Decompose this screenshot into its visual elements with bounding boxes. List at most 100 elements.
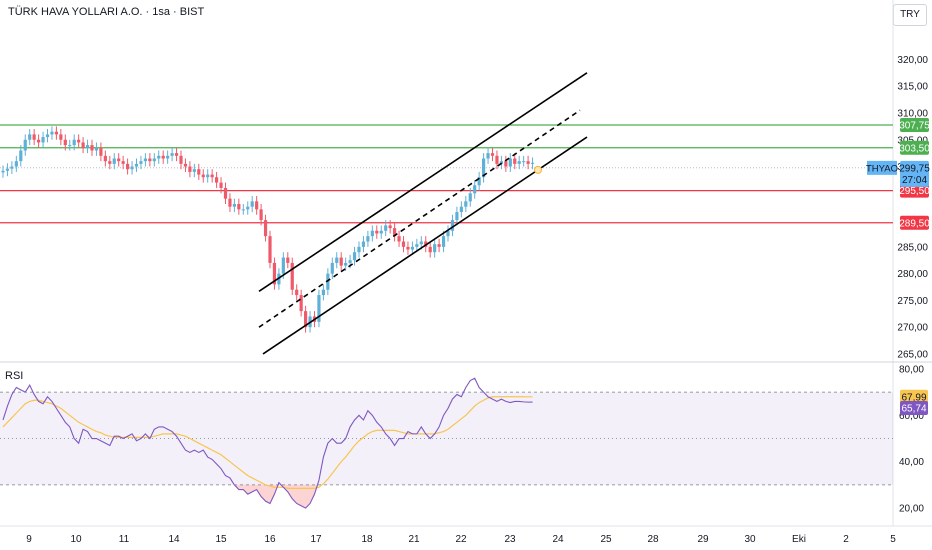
candle-body <box>157 155 161 159</box>
candle-body <box>246 206 250 210</box>
candle-body <box>206 174 210 178</box>
time-tick-label: 17 <box>310 534 322 545</box>
time-tick-label: 24 <box>552 534 564 545</box>
candle-body <box>330 262 334 274</box>
candle-body <box>379 230 383 234</box>
level-price-label: 307,75 <box>899 121 930 132</box>
level-price-label-bg <box>900 215 929 230</box>
candle-body <box>108 161 112 164</box>
last-price-label-bg <box>900 160 929 187</box>
candle-body <box>219 182 223 188</box>
countdown-label: 27:04 <box>902 175 927 186</box>
candle-body <box>459 206 463 213</box>
candle-body <box>317 295 321 322</box>
price-tick-label: 310,00 <box>897 108 928 119</box>
candle-body <box>228 198 232 207</box>
rsi-tick-label: 40,00 <box>899 457 924 468</box>
candle-body <box>326 273 330 290</box>
rsi-tick-label: 20,00 <box>899 504 924 515</box>
candle-body <box>161 155 165 159</box>
candle-body <box>170 153 174 156</box>
candle-body <box>134 163 139 167</box>
candle-body <box>499 161 503 164</box>
candle-body <box>268 236 272 263</box>
candle-body <box>504 161 508 167</box>
candle-body <box>201 174 205 178</box>
candle-body <box>85 145 90 148</box>
candle-body <box>54 131 58 135</box>
candle-body <box>272 262 277 285</box>
level-price-label-bg <box>900 183 929 198</box>
candle-body <box>397 236 401 242</box>
candle-body <box>223 187 228 199</box>
candle-body <box>464 201 468 207</box>
candle-body <box>530 162 535 164</box>
candle-body <box>81 142 85 148</box>
candle-body <box>517 161 521 164</box>
candle-body <box>63 139 67 146</box>
level-price-label-bg <box>900 140 929 155</box>
candle-body <box>263 220 268 237</box>
candle-body <box>179 155 183 164</box>
rsi-indicator-title[interactable]: RSI <box>5 370 24 382</box>
time-tick-label: 16 <box>264 534 276 545</box>
candle-body <box>393 228 397 237</box>
candle-body <box>428 246 432 253</box>
candle-body <box>473 185 477 194</box>
ticker-label-bg <box>867 160 897 175</box>
candle-body <box>72 139 76 146</box>
candle-body <box>526 161 530 164</box>
candle-body <box>19 150 23 162</box>
chart-title[interactable]: TÜRK HAVA YOLLARI A.O. · 1sa · BIST <box>8 6 205 18</box>
time-tick-label: 2 <box>843 534 849 545</box>
candle-body <box>437 244 441 247</box>
candle-body <box>433 244 437 253</box>
candle-body <box>348 260 352 263</box>
price-tick-label: 305,00 <box>897 135 928 146</box>
candle-body <box>508 158 512 167</box>
candle-body <box>28 134 32 140</box>
rsi-ma-label: 67,99 <box>901 392 926 403</box>
candle-body <box>117 158 121 162</box>
time-tick-label: 15 <box>215 534 227 545</box>
candle-body <box>112 158 116 164</box>
candle-body <box>406 246 410 250</box>
candle-body <box>446 230 450 237</box>
candle-body <box>23 139 27 151</box>
candle-body <box>50 131 54 135</box>
rsi-tick-label: 80,00 <box>899 364 924 375</box>
candle-body <box>197 169 201 175</box>
candle-body <box>215 177 219 183</box>
candle-body <box>14 161 18 167</box>
candle-body <box>441 236 446 247</box>
candle-body <box>139 161 143 164</box>
candle-body <box>522 161 526 163</box>
candle-body <box>121 161 125 164</box>
candle-body <box>1 170 5 173</box>
time-tick-label: 10 <box>70 534 82 545</box>
candle-body <box>352 252 357 261</box>
candle-body <box>77 139 81 143</box>
candle-body <box>250 201 254 207</box>
candle-body <box>490 153 495 156</box>
candle-body <box>10 166 14 169</box>
time-tick-label: 5 <box>890 534 896 545</box>
time-tick-label: 28 <box>647 534 659 545</box>
time-tick-label: 22 <box>455 534 467 545</box>
last-price-label: 299,75 <box>899 163 930 174</box>
channel-upper-line <box>258 72 588 292</box>
candle-body <box>210 174 214 178</box>
candle-body <box>183 163 188 167</box>
price-tick-label: 270,00 <box>897 323 928 334</box>
rsi-oversold-fill <box>3 484 533 509</box>
candle-body <box>126 163 130 170</box>
time-tick-label: 25 <box>600 534 612 545</box>
candle-body <box>290 262 294 290</box>
candle-body <box>188 166 192 172</box>
candle-body <box>357 246 361 253</box>
candle-body <box>339 257 343 266</box>
candle-body <box>384 225 388 231</box>
candle-body <box>410 246 414 250</box>
